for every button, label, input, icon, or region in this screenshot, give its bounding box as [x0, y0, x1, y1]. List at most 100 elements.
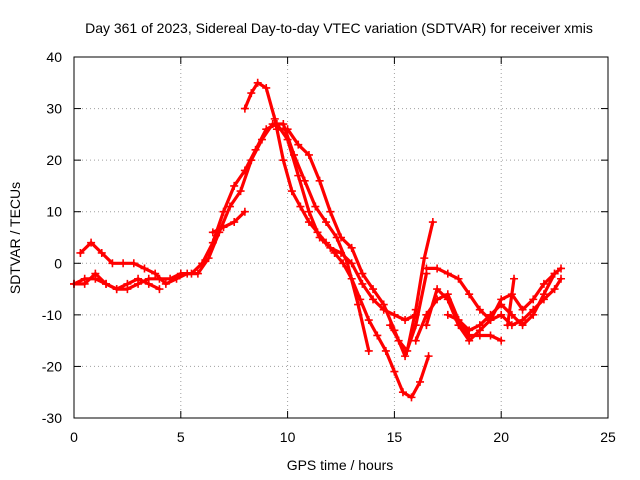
data-point — [369, 295, 378, 304]
series-track-1 — [70, 120, 420, 325]
x-tick-label: 15 — [387, 429, 403, 445]
data-point — [339, 259, 348, 268]
y-tick-label: -30 — [42, 410, 62, 426]
data-point — [557, 274, 566, 283]
data-point — [140, 264, 149, 273]
data-point — [219, 223, 228, 232]
data-point — [503, 321, 512, 330]
data-point — [279, 156, 288, 165]
data-point — [144, 279, 153, 288]
series-track-12 — [503, 274, 519, 330]
data-point — [257, 135, 266, 144]
data-point — [287, 187, 296, 196]
data-point — [151, 269, 160, 278]
data-point — [358, 279, 367, 288]
data-point — [193, 269, 202, 278]
data-point — [236, 187, 245, 196]
y-axis-label: SDTVAR / TECUs — [7, 182, 23, 294]
series-track-3 — [240, 78, 433, 402]
data-point — [422, 321, 431, 330]
data-point — [347, 243, 356, 252]
plot-frame — [73, 56, 609, 419]
series-line — [446, 266, 563, 332]
x-axis-label: GPS time / hours — [287, 457, 394, 473]
data-point — [296, 202, 305, 211]
y-tick-label: 0 — [54, 255, 62, 271]
series-line — [506, 277, 516, 327]
data-point — [486, 331, 495, 340]
data-point — [422, 264, 431, 273]
data-point — [390, 310, 399, 319]
x-tick-label: 0 — [70, 429, 78, 445]
data-point — [465, 326, 474, 335]
series-track-7 — [386, 218, 437, 355]
data-point — [390, 367, 399, 376]
data-point — [475, 305, 484, 314]
data-point — [497, 336, 506, 345]
y-tick-label: -20 — [42, 358, 62, 374]
data-point — [369, 285, 378, 294]
data-point — [304, 207, 313, 216]
data-point — [407, 393, 416, 402]
data-point — [518, 321, 527, 330]
data-point — [230, 218, 239, 227]
data-point — [379, 300, 388, 309]
data-point — [550, 285, 559, 294]
y-tick-label: 10 — [46, 204, 62, 220]
data-point — [539, 279, 548, 288]
data-point — [240, 207, 249, 216]
data-point — [119, 259, 128, 268]
data-point — [313, 228, 322, 237]
data-point — [91, 269, 100, 278]
data-point — [279, 120, 288, 129]
series-line — [388, 220, 435, 353]
y-tick-label: 30 — [46, 101, 62, 117]
series-line — [78, 122, 371, 353]
data-point — [253, 78, 262, 87]
data-point — [290, 150, 299, 159]
series-track-2 — [76, 120, 373, 355]
data-point — [364, 316, 373, 325]
data-point — [204, 254, 213, 263]
data-series — [70, 78, 566, 402]
data-point — [529, 295, 538, 304]
data-point — [270, 114, 279, 123]
data-point — [465, 290, 474, 299]
y-tick-label: 40 — [46, 49, 62, 65]
data-point — [294, 140, 303, 149]
data-point — [161, 279, 170, 288]
data-point — [364, 346, 373, 355]
data-point — [304, 150, 313, 159]
chart-title: Day 361 of 2023, Sidereal Day-to-day VTE… — [85, 20, 593, 36]
data-point — [102, 279, 111, 288]
data-point — [394, 336, 403, 345]
x-tick-label: 20 — [493, 429, 509, 445]
data-point — [358, 269, 367, 278]
data-point — [304, 218, 313, 227]
data-point — [225, 202, 234, 211]
data-point — [424, 352, 433, 361]
data-point — [76, 248, 85, 257]
data-point — [497, 310, 506, 319]
data-point — [326, 207, 335, 216]
data-point — [337, 233, 345, 242]
data-point — [87, 238, 96, 247]
data-point — [443, 295, 452, 304]
series-line — [72, 122, 418, 322]
data-point — [97, 248, 106, 257]
data-point — [283, 125, 292, 134]
data-point — [300, 176, 309, 185]
data-point — [172, 274, 181, 283]
data-point — [373, 331, 382, 340]
data-point — [247, 89, 256, 98]
series-track-10 — [422, 269, 559, 345]
data-point — [518, 305, 527, 314]
data-point — [539, 290, 548, 299]
data-point — [510, 274, 519, 283]
data-point — [272, 125, 281, 134]
data-point — [230, 181, 239, 190]
data-point — [420, 254, 429, 263]
axis-ticks: 0 5 10 15 20 25 -30 -20 -10 0 10 20 30 40 — [42, 49, 616, 445]
data-point — [416, 377, 425, 386]
